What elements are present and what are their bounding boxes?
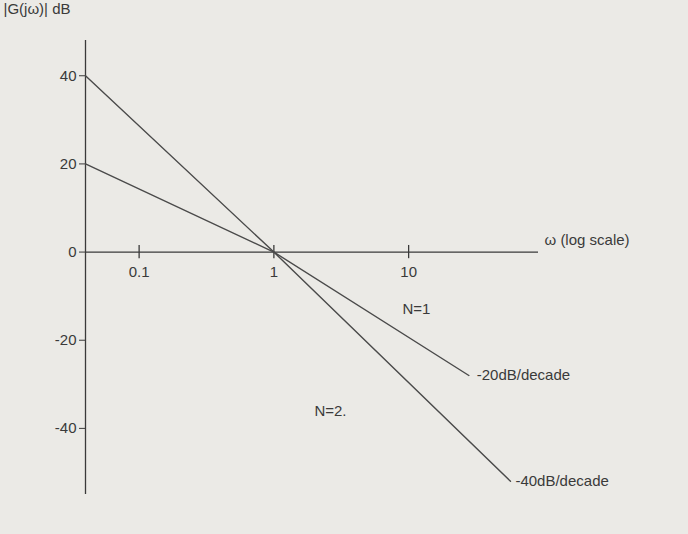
svg-text:N=2.: N=2. xyxy=(314,402,346,419)
svg-text:10: 10 xyxy=(400,263,417,280)
svg-text:ω (log scale): ω (log scale) xyxy=(545,231,630,248)
svg-text:-40: -40 xyxy=(55,419,77,436)
svg-text:40: 40 xyxy=(60,67,77,84)
svg-text:N=1: N=1 xyxy=(402,300,430,317)
svg-text:1: 1 xyxy=(270,263,278,280)
svg-text:20: 20 xyxy=(60,155,77,172)
svg-text:|G(jω)| dB: |G(jω)| dB xyxy=(4,0,71,17)
svg-text:-40dB/decade: -40dB/decade xyxy=(515,472,608,489)
svg-text:0: 0 xyxy=(68,243,76,260)
svg-text:0.1: 0.1 xyxy=(129,263,150,280)
svg-text:-20: -20 xyxy=(55,331,77,348)
svg-text:-20dB/decade: -20dB/decade xyxy=(477,366,570,383)
